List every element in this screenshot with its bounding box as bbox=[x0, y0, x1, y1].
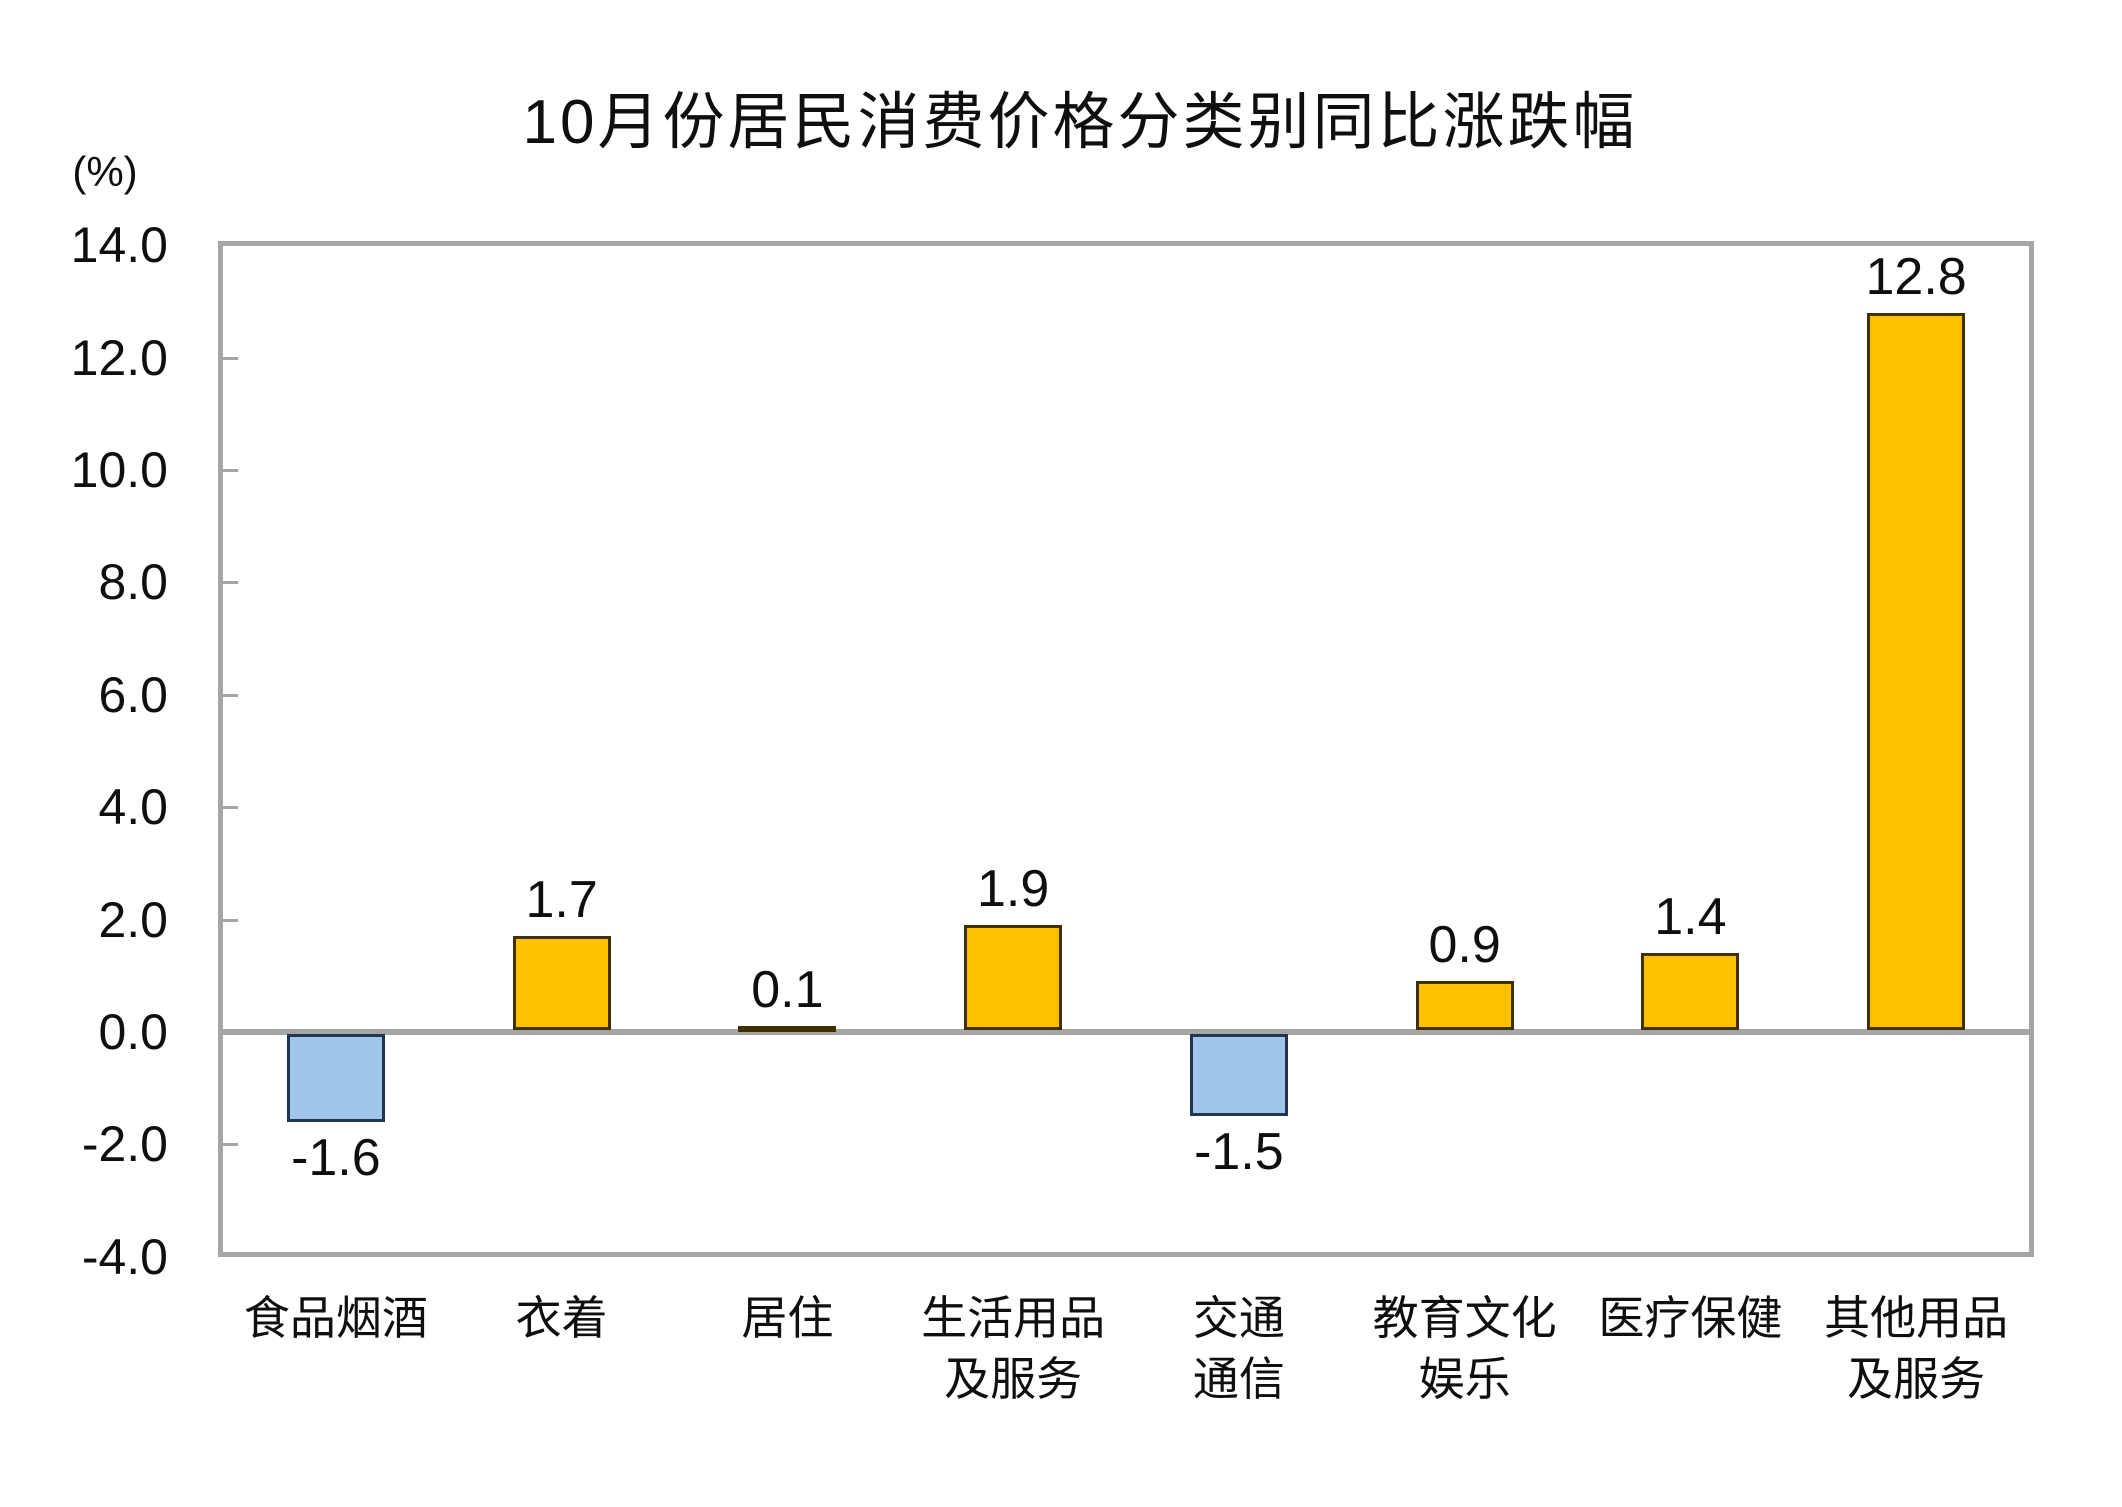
bar bbox=[1641, 953, 1740, 1030]
y-axis-tick-label: 12.0 bbox=[70, 329, 168, 386]
bar-value-label: 1.9 bbox=[976, 860, 1050, 919]
x-axis-category-label: 交通 通信 bbox=[1126, 1288, 1352, 1410]
x-axis-category-label-line: 医疗保健 bbox=[1598, 1292, 1783, 1344]
y-axis-tick-label: 0.0 bbox=[98, 1004, 168, 1060]
y-axis-tick-mark bbox=[223, 806, 238, 810]
zero-axis-line bbox=[223, 1029, 2029, 1035]
bar-value-label: 1.7 bbox=[525, 871, 598, 930]
y-axis-tick-label: -4.0 bbox=[81, 1228, 168, 1285]
bar bbox=[964, 925, 1063, 1030]
x-axis-category-label: 生活用品 及服务 bbox=[900, 1288, 1126, 1410]
x-axis-category-label-line: 衣着 bbox=[515, 1292, 608, 1344]
bar-value-label: 1.4 bbox=[1654, 888, 1727, 947]
x-axis-category-label-line: 交通 bbox=[1192, 1292, 1285, 1344]
bar-value-label: 12.8 bbox=[1865, 247, 1967, 306]
bar bbox=[512, 936, 611, 1030]
y-axis-tick-mark bbox=[223, 918, 238, 922]
bar-value-label: 0.9 bbox=[1428, 916, 1501, 975]
x-axis-category-label: 食品烟酒 bbox=[223, 1288, 449, 1349]
bar bbox=[286, 1034, 385, 1122]
x-axis-category-label-line: 其他用品 bbox=[1824, 1292, 2009, 1344]
x-axis-category-label-line: 生活用品 bbox=[921, 1292, 1106, 1344]
x-axis-category-label: 衣着 bbox=[449, 1288, 675, 1349]
y-axis-tick-label: 10.0 bbox=[70, 442, 168, 498]
y-axis-tick-label: 6.0 bbox=[98, 666, 168, 723]
bar bbox=[1867, 312, 1966, 1030]
x-axis-category-label: 其他用品 及服务 bbox=[1803, 1288, 2029, 1410]
x-axis-category-label-line: 及服务 bbox=[944, 1353, 1083, 1405]
y-axis-tick-mark bbox=[223, 581, 238, 585]
y-axis-tick-label: 2.0 bbox=[98, 891, 168, 948]
x-axis-category-label-line: 教育文化 bbox=[1372, 1292, 1557, 1344]
y-axis-unit-label: (%) bbox=[72, 148, 138, 195]
y-axis-tick-label: 8.0 bbox=[98, 554, 168, 611]
y-axis-tick-mark bbox=[223, 356, 238, 360]
x-axis-category-label: 医疗保健 bbox=[1578, 1288, 1804, 1349]
y-axis-tick-mark bbox=[223, 469, 238, 472]
bar bbox=[1189, 1034, 1288, 1117]
bar-value-label: 0.1 bbox=[751, 961, 824, 1020]
x-axis-category-label-line: 通信 bbox=[1192, 1353, 1285, 1405]
y-axis-tick-label: 14.0 bbox=[70, 217, 168, 274]
y-axis-tick-label: 4.0 bbox=[98, 779, 168, 836]
bar-value-label: -1.6 bbox=[291, 1128, 381, 1187]
bar bbox=[1415, 981, 1514, 1030]
x-axis-category-label-line: 及服务 bbox=[1847, 1353, 1986, 1405]
x-axis-category-label-line: 居住 bbox=[741, 1292, 834, 1344]
x-axis-category-label-line: 娱乐 bbox=[1418, 1353, 1511, 1405]
x-axis-category-label: 居住 bbox=[675, 1288, 901, 1349]
y-axis-tick-mark bbox=[223, 693, 238, 697]
x-axis-category-label-line: 食品烟酒 bbox=[243, 1292, 428, 1344]
y-axis-tick-label: -2.0 bbox=[81, 1116, 168, 1173]
chart-title: 10月份居民消费价格分类别同比涨跌幅 bbox=[522, 88, 1638, 157]
bar-value-label: -1.5 bbox=[1194, 1123, 1284, 1182]
x-axis-category-label: 教育文化 娱乐 bbox=[1352, 1288, 1578, 1410]
plot-area-border bbox=[218, 241, 2034, 1257]
bar bbox=[738, 1026, 837, 1033]
y-axis-tick-mark bbox=[223, 1143, 238, 1147]
